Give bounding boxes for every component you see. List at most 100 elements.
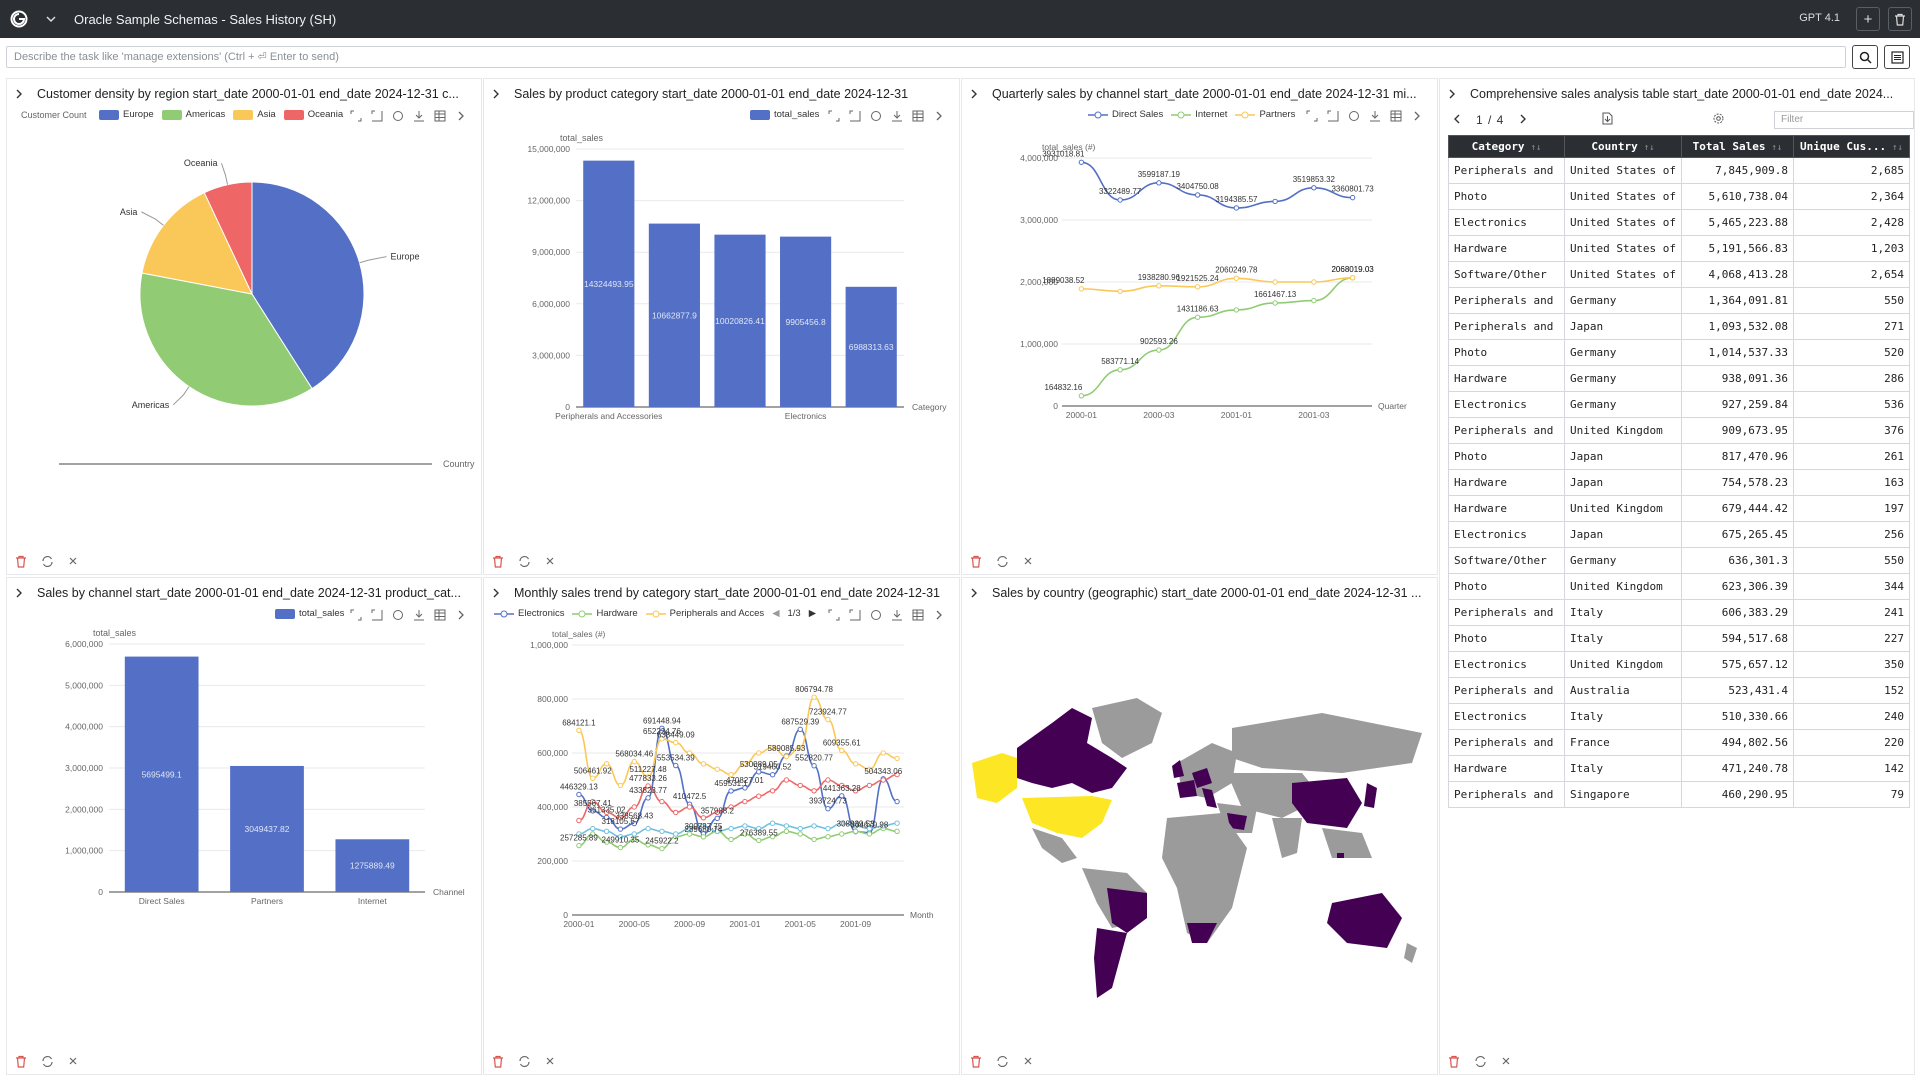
table-row[interactable]: Photo Italy 594,517.68 227 (1448, 625, 1910, 652)
table-icon[interactable] (911, 608, 924, 621)
chevron-right-icon[interactable] (15, 588, 29, 598)
legend-item[interactable]: Europe (99, 109, 154, 120)
table-icon[interactable] (911, 109, 924, 122)
layout-button[interactable] (1884, 45, 1910, 69)
table-row[interactable]: Electronics Japan 675,265.45 256 (1448, 521, 1910, 548)
add-icon[interactable]: + (1856, 7, 1880, 31)
task-input[interactable]: Describe the task like 'manage extension… (6, 46, 1846, 68)
close-icon[interactable] (68, 556, 78, 566)
chevron-right-icon[interactable] (1448, 89, 1462, 99)
table-row[interactable]: Electronics Germany 927,259.84 536 (1448, 391, 1910, 418)
next-page-icon[interactable] (1518, 113, 1528, 128)
refresh-icon[interactable] (869, 109, 882, 122)
legend-item[interactable]: Internet (1171, 109, 1227, 120)
delete-icon[interactable] (15, 555, 27, 568)
legend-item[interactable]: total_sales (750, 109, 819, 120)
chevron-right-icon[interactable] (454, 608, 467, 621)
table-row[interactable]: Electronics United Kingdom 575,657.12 350 (1448, 651, 1910, 678)
refresh-icon[interactable] (41, 555, 54, 568)
table-row[interactable]: Hardware Japan 754,578.23 163 (1448, 469, 1910, 496)
legend-item[interactable]: Direct Sales (1088, 109, 1163, 120)
legend-item[interactable]: total_sales (275, 608, 344, 619)
chevron-right-icon[interactable] (454, 109, 467, 122)
delete-icon[interactable] (970, 1055, 982, 1068)
filter-input[interactable]: Filter (1774, 111, 1914, 129)
world-map[interactable] (962, 688, 1439, 1028)
zoom-reset-icon[interactable] (370, 608, 383, 621)
download-icon[interactable] (412, 109, 425, 122)
table-row[interactable]: Hardware Germany 938,091.36 286 (1448, 365, 1910, 392)
chevron-right-icon[interactable] (492, 89, 506, 99)
delete-icon[interactable] (1448, 1055, 1460, 1068)
legend-item[interactable]: Asia (233, 109, 276, 120)
table-row[interactable]: Peripherals and Japan 1,093,532.08 271 (1448, 313, 1910, 340)
table-row[interactable]: Photo Germany 1,014,537.33 520 (1448, 339, 1910, 366)
delete-icon[interactable] (15, 1055, 27, 1068)
zoom-icon[interactable] (1305, 109, 1318, 122)
chevron-right-icon[interactable] (970, 89, 984, 99)
chevron-right-icon[interactable] (1410, 109, 1423, 122)
close-icon[interactable] (1023, 556, 1033, 566)
panel-title-row[interactable]: Customer density by region start_date 20… (15, 85, 473, 103)
settings-icon[interactable] (1712, 112, 1725, 128)
legend-item[interactable]: Partners (1235, 109, 1295, 120)
close-icon[interactable] (1023, 1056, 1033, 1066)
legend-next-icon[interactable]: ▶ (808, 608, 817, 619)
table-row[interactable]: Electronics United States of 5,465,223.88 2… (1448, 209, 1910, 236)
refresh-icon[interactable] (1474, 1055, 1487, 1068)
panel-title-row[interactable]: Quarterly sales by channel start_date 20… (970, 85, 1429, 103)
zoom-reset-icon[interactable] (848, 109, 861, 122)
close-icon[interactable] (68, 1056, 78, 1066)
zoom-icon[interactable] (349, 608, 362, 621)
zoom-icon[interactable] (349, 109, 362, 122)
refresh-icon[interactable] (996, 1055, 1009, 1068)
zoom-icon[interactable] (827, 109, 840, 122)
delete-icon[interactable] (492, 555, 504, 568)
legend-item[interactable]: Peripherals and Acces (645, 608, 764, 619)
refresh-icon[interactable] (391, 608, 404, 621)
legend-item[interactable]: Oceania (283, 109, 343, 120)
refresh-icon[interactable] (518, 555, 531, 568)
table-row[interactable]: Software/Other United States of 4,068,413.… (1448, 261, 1910, 288)
close-icon[interactable] (545, 1056, 555, 1066)
table-row[interactable]: Peripherals and United States of 7,845,909… (1448, 157, 1910, 184)
panel-title-row[interactable]: Comprehensive sales analysis table start… (1448, 85, 1906, 103)
panel-title-row[interactable]: Monthly sales trend by category start_da… (492, 584, 951, 602)
zoom-reset-icon[interactable] (848, 608, 861, 621)
chevron-down-icon[interactable] (44, 12, 58, 26)
chevron-right-icon[interactable] (932, 608, 945, 621)
table-row[interactable]: Peripherals and Germany 1,364,091.81 550 (1448, 287, 1910, 314)
download-icon[interactable] (890, 109, 903, 122)
column-header-category[interactable]: Category ↑↓ (1448, 135, 1565, 158)
model-label[interactable]: GPT 4.1 (1799, 12, 1840, 24)
search-button[interactable] (1852, 45, 1878, 69)
download-icon[interactable] (1368, 109, 1381, 122)
table-row[interactable]: Hardware United States of 5,191,566.83 1,20… (1448, 235, 1910, 262)
download-icon[interactable] (412, 608, 425, 621)
delete-icon[interactable] (492, 1055, 504, 1068)
download-icon[interactable] (890, 608, 903, 621)
chevron-right-icon[interactable] (932, 109, 945, 122)
refresh-icon[interactable] (41, 1055, 54, 1068)
table-row[interactable]: Photo United States of 5,610,738.04 2,364 (1448, 183, 1910, 210)
chevron-right-icon[interactable] (492, 588, 506, 598)
table-row[interactable]: Electronics Italy 510,330.66 240 (1448, 703, 1910, 730)
table-row[interactable]: Software/Other Germany 636,301.3 550 (1448, 547, 1910, 574)
table-row[interactable]: Peripherals and France 494,802.56 220 (1448, 729, 1910, 756)
panel-title-row[interactable]: Sales by product category start_date 200… (492, 85, 951, 103)
chevron-right-icon[interactable] (970, 588, 984, 598)
table-row[interactable]: Photo Japan 817,470.96 261 (1448, 443, 1910, 470)
table-icon[interactable] (433, 109, 446, 122)
legend-item[interactable]: Hardware (572, 608, 638, 619)
column-header-country[interactable]: Country ↑↓ (1564, 135, 1682, 158)
table-icon[interactable] (433, 608, 446, 621)
zoom-reset-icon[interactable] (370, 109, 383, 122)
panel-title-row[interactable]: Sales by country (geographic) start_date… (970, 584, 1429, 602)
export-icon[interactable] (1602, 112, 1613, 128)
table-icon[interactable] (1389, 109, 1402, 122)
delete-icon[interactable] (970, 555, 982, 568)
refresh-icon[interactable] (869, 608, 882, 621)
chevron-right-icon[interactable] (15, 89, 29, 99)
refresh-icon[interactable] (1347, 109, 1360, 122)
legend-item[interactable]: Electronics (494, 608, 564, 619)
